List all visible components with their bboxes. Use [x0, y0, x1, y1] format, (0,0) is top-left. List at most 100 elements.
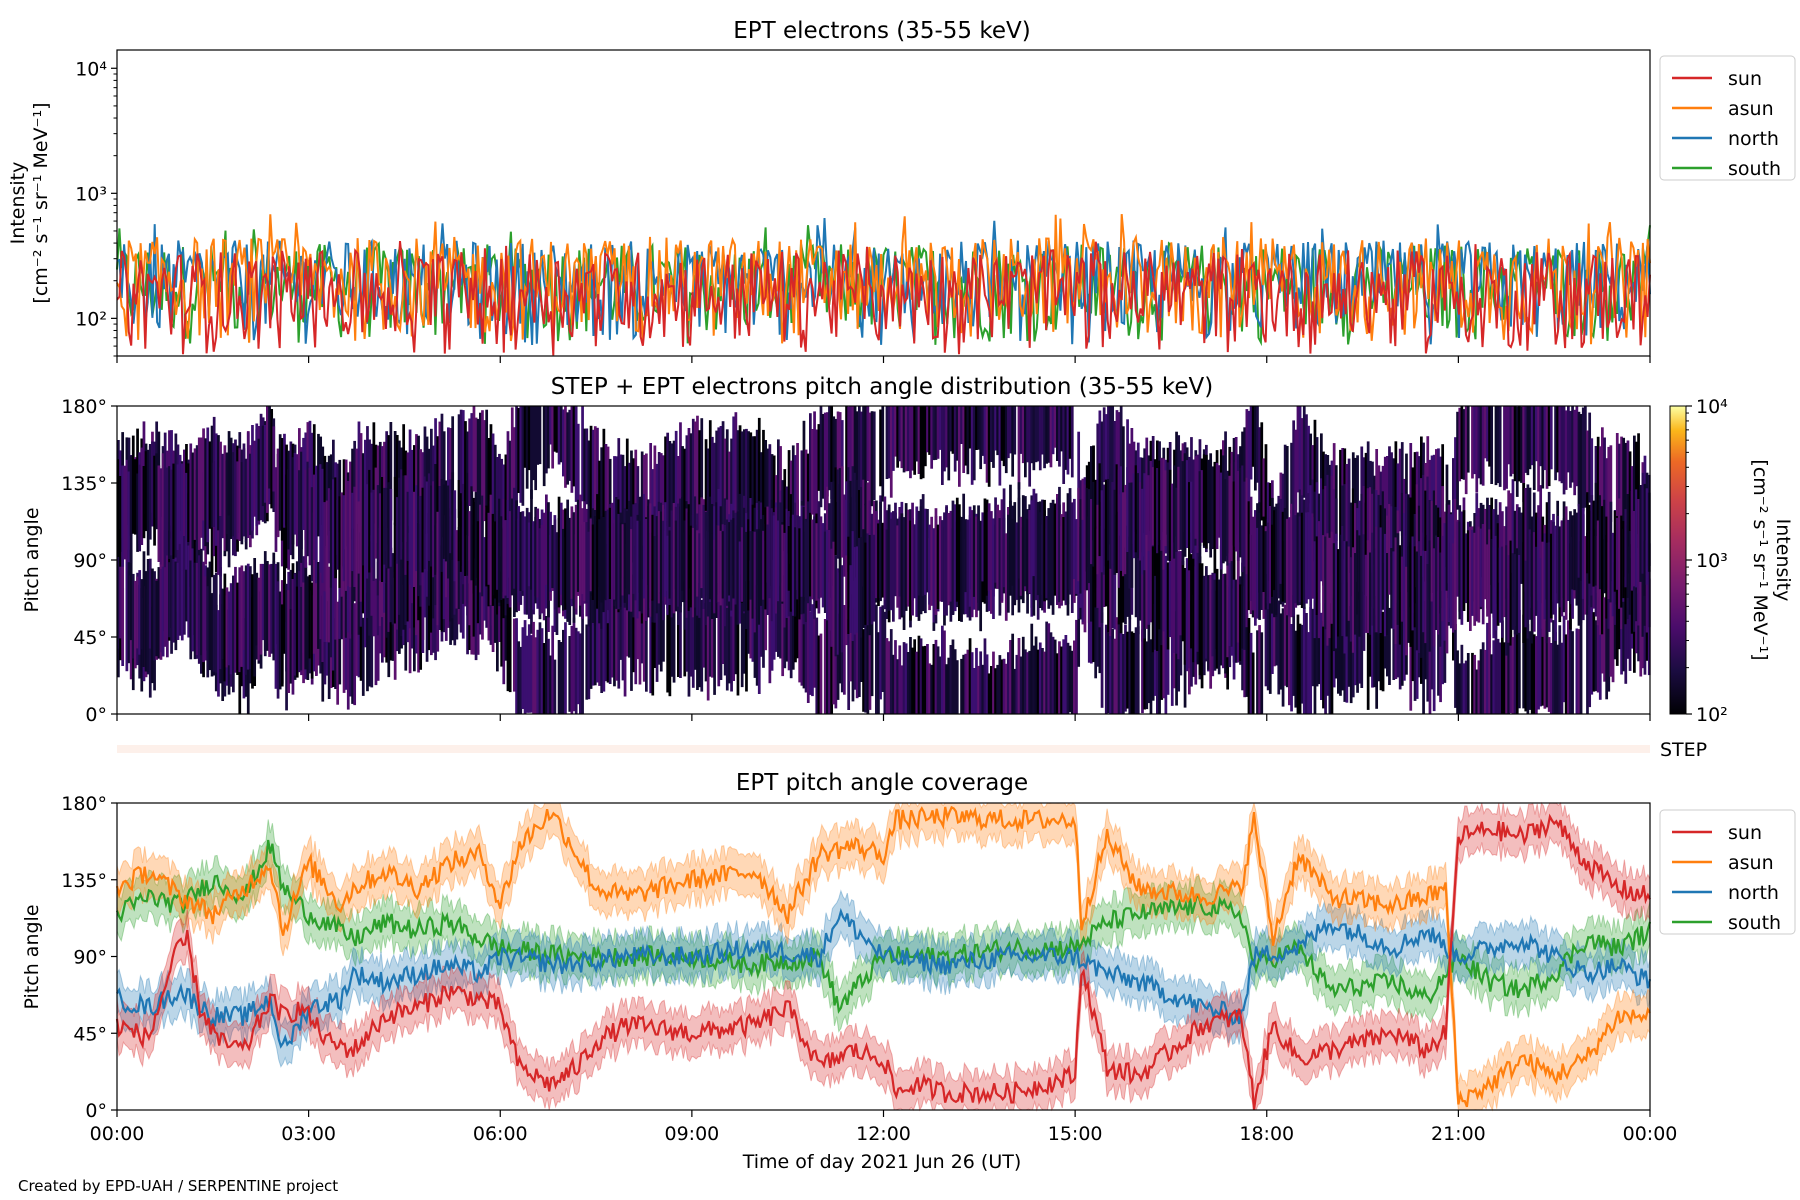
panel2-heat-cell [1181, 461, 1185, 566]
panel2-heat-cell [1245, 409, 1249, 522]
panel2-heat-cell [1454, 437, 1457, 521]
panel1-legend-label-south: south [1728, 158, 1781, 180]
panel2-heat-cell [1637, 499, 1640, 594]
panel2-heat-cell [1092, 565, 1095, 663]
panel2-heat-cell [770, 508, 774, 622]
panel2-heat-cell [1462, 663, 1466, 714]
panel2-heat-cell [589, 425, 593, 530]
panel2-heat-cell [217, 610, 220, 697]
panel2-heat-cell [738, 425, 742, 510]
panel2-heat-cell [1068, 488, 1072, 595]
panel2-heat-cell [1115, 410, 1119, 515]
panel2-heat-cell [300, 451, 303, 563]
panel2-heat-cell [1143, 638, 1147, 710]
panel2-heat-cell [1443, 607, 1447, 683]
panel2-heat-cell [1113, 421, 1117, 514]
panel2-heat-cell [1047, 508, 1051, 609]
panel2-heat-cell [623, 466, 627, 531]
panel2-heat-cell [214, 572, 218, 673]
panel2-heat-cell [1454, 538, 1457, 630]
panel2-heat-cell [638, 605, 642, 685]
panel2-heat-cell [338, 599, 342, 685]
panel2-heat-cell [764, 583, 768, 651]
panel2-heat-cell [381, 477, 384, 582]
panel2-heat-cell [280, 604, 284, 687]
panel2-heat-cell [1096, 587, 1100, 667]
panel2-heat-cell [581, 406, 584, 502]
panel2-heat-cell [906, 509, 910, 607]
panel2-heat-cell [694, 496, 697, 608]
panel2-heat-cell [1511, 553, 1515, 630]
panel2-heat-cell [538, 622, 542, 714]
panel2-heat-cell [1539, 558, 1543, 641]
panel2-heat-cell [1375, 615, 1379, 709]
panel2-heat-cell [438, 421, 442, 524]
panel2-heat-cell [323, 502, 327, 592]
panel2-heat-cell [229, 583, 233, 675]
panel2-heat-cell [585, 522, 589, 604]
panel2-heat-cell [195, 445, 199, 538]
panel2-heat-cell [838, 468, 842, 573]
panel2-heat-cell [1639, 485, 1643, 582]
panel2-heat-cell [823, 531, 827, 613]
panel2-heat-cell [625, 438, 629, 545]
colorbar [1669, 405, 1687, 715]
panel2-heat-cell [1066, 493, 1070, 616]
panel2-heat-cell [189, 560, 193, 660]
panel2-heat-cell [1173, 465, 1176, 559]
panel2-heat-cell [617, 595, 621, 689]
panel2-heat-cell [1466, 653, 1470, 714]
panel2-heat-cell [883, 496, 887, 600]
panel2-heat-cell [232, 575, 235, 668]
panel2-heat-cell [1439, 607, 1442, 703]
panel2-heat-cell [1601, 506, 1604, 602]
panel2-heat-cell [549, 655, 552, 714]
panel2-heat-cell [866, 482, 870, 584]
panel2-heat-cell [1243, 481, 1247, 567]
panel2-heat-cell [1556, 644, 1560, 714]
panel2-heat-cell [1011, 406, 1015, 477]
panel2-heat-cell [1064, 635, 1068, 714]
panel2-heat-cell [1281, 608, 1285, 707]
panel2-heat-cell [549, 406, 552, 445]
panel2-heat-cell [579, 633, 582, 714]
panel2-heat-cell [530, 489, 533, 590]
panel2-heat-cell [468, 511, 472, 584]
panel2-heat-cell [1441, 535, 1445, 622]
panel2-heat-cell [1322, 535, 1325, 627]
panel2-heat-cell [647, 499, 650, 618]
panel2-heat-cell [917, 406, 921, 474]
panel2-heat-cell [1569, 613, 1572, 714]
panel2-heat-cell [949, 645, 953, 714]
panel2-heat-cell [1530, 534, 1534, 644]
panel2-heat-cell [781, 582, 785, 677]
panel2-heat-cell [251, 574, 254, 677]
panel2-heat-cell [378, 441, 382, 526]
panel2-heat-cell [1109, 474, 1112, 569]
panel2-heat-cell [1396, 601, 1400, 678]
panel2-heat-cell [136, 576, 139, 649]
panel2-heat-cell [1228, 475, 1232, 564]
panel2-heat-cell [1117, 621, 1121, 714]
panel2-heat-cell [1396, 533, 1400, 625]
panel2-heat-cell [587, 531, 591, 620]
panel2-heat-cell [1360, 615, 1364, 688]
panel2-heat-cell [872, 411, 876, 501]
panel2-heat-cell [868, 624, 872, 710]
panel2-heat-cell [140, 447, 144, 545]
panel2-heat-cell [1532, 406, 1536, 490]
panel2-heat-cell [551, 525, 555, 589]
panel2-heat-cell [410, 575, 414, 649]
panel2-heat-cell [1524, 406, 1528, 473]
panel2-heat-cell [659, 453, 663, 516]
panel2-heat-cell [659, 592, 663, 672]
panel2-heat-cell [730, 519, 733, 611]
panel2-heat-cell [1019, 406, 1023, 454]
panel2-heat-cell [387, 586, 391, 678]
panel2-heat-cell [600, 447, 604, 533]
colorbar-label-line1: Intensity [1772, 519, 1794, 602]
panel2-heat-cell [532, 406, 535, 481]
panel2-heat-cell [293, 573, 297, 676]
panel2-heat-cell [1588, 504, 1592, 584]
panel2-heat-cell [992, 406, 995, 468]
